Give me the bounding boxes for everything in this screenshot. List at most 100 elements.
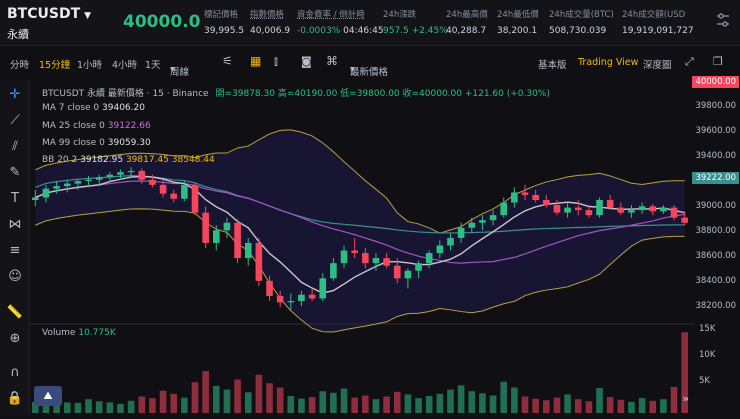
legend-bb[interactable]: BB 20 2 39182.95 39817.45 38548.44 xyxy=(42,155,215,165)
chevron-down-icon[interactable]: ▾ xyxy=(350,64,355,75)
brush-icon[interactable]: ✎ xyxy=(9,165,21,180)
candle-body xyxy=(127,170,135,173)
volume-bar xyxy=(457,385,465,413)
scroll-right-icon[interactable]: » xyxy=(682,392,689,405)
candle-body xyxy=(63,183,71,187)
stat-label: 24h最低價 xyxy=(497,10,539,20)
volume-bar xyxy=(181,397,188,413)
volume-bar xyxy=(53,400,60,413)
settings-icon[interactable] xyxy=(714,11,732,29)
view-basic[interactable]: 基本版 xyxy=(538,60,567,71)
candle-body xyxy=(479,220,486,223)
emoji-icon[interactable]: ☺ xyxy=(8,269,22,284)
chevron-down-icon[interactable]: ▾ xyxy=(170,64,175,75)
zoom-in-icon[interactable]: ⊕ xyxy=(9,331,21,346)
bb-lower-line xyxy=(35,208,685,333)
volume-bar xyxy=(244,392,252,413)
volume-bar xyxy=(149,398,156,413)
interval-time[interactable]: 分時 xyxy=(10,60,30,71)
legend-ma99[interactable]: MA 99 close 0 39059.30 xyxy=(42,138,151,148)
contract-type: 永續 xyxy=(7,28,29,41)
volume-bar xyxy=(681,332,688,413)
volume-bar xyxy=(127,400,135,413)
candle-body xyxy=(298,294,305,302)
interval-15m[interactable]: 15分鐘 xyxy=(39,60,71,71)
fib-icon[interactable]: ≡ xyxy=(9,243,21,258)
volume-bar xyxy=(532,398,539,413)
chart-layout-icon[interactable]: ▦ xyxy=(250,54,262,68)
candle-body xyxy=(276,296,284,303)
volume-tick: 5K xyxy=(699,376,710,386)
legend-ma25[interactable]: MA 25 close 0 39122.66 xyxy=(42,121,151,131)
volume-bar xyxy=(553,397,561,413)
indicator-settings-icon[interactable]: ⚟ xyxy=(222,54,233,68)
trendline-icon[interactable]: ⟋ xyxy=(10,113,20,128)
volume-bar xyxy=(362,395,369,413)
candle-body xyxy=(596,200,603,216)
price-type-label[interactable]: 最新價格 xyxy=(350,67,389,78)
ma7-value: 39406.20 xyxy=(102,103,145,113)
candle-body xyxy=(85,179,92,182)
volume-bar xyxy=(617,399,625,413)
price-chart[interactable]: BTCUSDT 永續 最新價格 · 15 · Binance 開=39878.3… xyxy=(30,80,695,415)
volume-bar xyxy=(266,383,273,413)
stat-label[interactable]: 資金費率 / 倒計時 xyxy=(297,10,365,20)
ma7-label: MA 7 close 0 xyxy=(42,103,100,113)
symbol-selector[interactable]: BTCUSDT ▼ xyxy=(7,6,91,22)
ruler-icon[interactable]: 📏 xyxy=(6,305,24,320)
candle-body xyxy=(149,179,156,185)
stat-label[interactable]: 指數價格 xyxy=(250,10,285,20)
candle-body xyxy=(202,212,209,243)
symbol-name[interactable]: BTCUSDT xyxy=(7,6,81,22)
candle-body xyxy=(319,278,327,299)
bb-upper: 39817.45 xyxy=(125,155,169,165)
interval-1h[interactable]: 1小時 xyxy=(77,60,103,71)
candle-body xyxy=(42,188,50,198)
camera-icon[interactable]: ◙ xyxy=(301,55,312,68)
candle-body xyxy=(436,245,444,254)
pattern-icon[interactable]: ⋈ xyxy=(8,217,22,232)
chart-canvas[interactable] xyxy=(30,80,695,415)
price-tick: 39400.00 xyxy=(695,151,736,161)
candle-body xyxy=(266,280,273,296)
lock-icon[interactable]: 🔒 xyxy=(6,391,24,406)
candle-body xyxy=(287,301,295,303)
legend-volume: Volume 10.775K xyxy=(42,328,116,338)
price-tick: 39600.00 xyxy=(695,126,736,136)
candle-body xyxy=(383,258,390,266)
view-depth[interactable]: 深度圖 xyxy=(643,60,672,71)
chevron-down-icon[interactable]: ▼ xyxy=(84,11,92,21)
candle-type-icon[interactable]: ⫾ xyxy=(274,54,278,68)
legend-title-row: BTCUSDT 永續 最新價格 · 15 · Binance 開=39878.3… xyxy=(42,86,550,99)
tradingview-logo[interactable]: ⛰ xyxy=(34,386,62,406)
price-tick: 38600.00 xyxy=(695,251,736,261)
volume-btc-stat: 24h成交量(BTC) 508,730.039 xyxy=(549,8,614,36)
candle-body xyxy=(340,250,348,264)
high-24h-stat: 24h最高價 40,288.7 xyxy=(446,8,488,36)
interval-week[interactable]: 周線 xyxy=(170,67,190,78)
candle-body xyxy=(53,186,60,189)
price-tick: 39000.00 xyxy=(695,201,736,211)
window-icon[interactable]: ❐ xyxy=(713,55,723,68)
candle-body xyxy=(617,207,625,213)
interval-1d[interactable]: 1天 xyxy=(145,60,161,71)
ma25-line xyxy=(35,180,685,264)
legend-ma7[interactable]: MA 7 close 0 39406.20 xyxy=(42,103,145,113)
fullscreen-icon[interactable]: ⤢ xyxy=(685,55,694,68)
volume-bar xyxy=(670,386,678,413)
parallel-channel-icon[interactable]: ⫽ xyxy=(12,139,18,154)
volume-usd-stat: 24h成交額(USD 19,919,091,727 xyxy=(622,8,704,36)
legend-title: BTCUSDT 永續 最新價格 · 15 · Binance xyxy=(42,89,209,99)
interval-4h[interactable]: 4小時 xyxy=(112,60,138,71)
price-axis[interactable]: 40000.00 39800.00 39600.00 39400.00 3922… xyxy=(692,76,740,415)
ma99-value: 39059.30 xyxy=(107,138,151,148)
index-price-stat: 指數價格 40,006.9 xyxy=(250,8,290,36)
draw-tools-icon[interactable]: ⌘ xyxy=(326,54,338,68)
ma99-label: MA 99 close 0 xyxy=(42,138,105,148)
crosshair-icon[interactable]: ✛ xyxy=(9,87,21,102)
volume-value: 10.775K xyxy=(78,328,116,338)
text-icon[interactable]: T xyxy=(11,191,19,206)
view-tradingview[interactable]: Trading View xyxy=(578,57,639,68)
candle-body xyxy=(425,253,433,264)
magnet-icon[interactable]: ∩ xyxy=(10,365,20,380)
